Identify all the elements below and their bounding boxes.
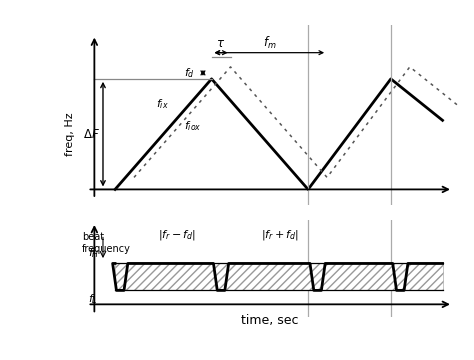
Text: $f_d$: $f_d$ xyxy=(184,66,195,80)
Text: freq, Hz: freq, Hz xyxy=(65,112,75,156)
Text: $|f_r+f_d|$: $|f_r+f_d|$ xyxy=(261,228,300,242)
Polygon shape xyxy=(115,264,443,291)
Text: $f_{ix}$: $f_{ix}$ xyxy=(156,97,169,111)
Text: $f_{iox}$: $f_{iox}$ xyxy=(184,120,201,133)
Text: $f_L$: $f_L$ xyxy=(88,292,98,306)
Text: $f_H$: $f_H$ xyxy=(88,247,100,261)
Text: $\Delta F$: $\Delta F$ xyxy=(83,128,100,141)
Text: $|f_r-f_d|$: $|f_r-f_d|$ xyxy=(158,228,196,242)
Text: beat
frequency: beat frequency xyxy=(82,232,131,254)
Text: $\tau$: $\tau$ xyxy=(217,37,226,50)
Text: $f_m$: $f_m$ xyxy=(263,35,276,51)
Text: time, sec: time, sec xyxy=(241,314,299,327)
